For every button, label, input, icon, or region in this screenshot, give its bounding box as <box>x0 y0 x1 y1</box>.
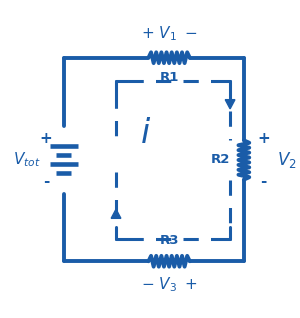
Text: R3: R3 <box>159 234 179 247</box>
Text: +: + <box>40 131 52 146</box>
Text: $+\ V_1\ -$: $+\ V_1\ -$ <box>141 25 197 44</box>
Text: -: - <box>260 174 267 189</box>
Text: $i$: $i$ <box>140 117 151 150</box>
Text: +: + <box>257 131 270 146</box>
Text: $-\ V_3\ +$: $-\ V_3\ +$ <box>141 275 197 294</box>
Text: R1: R1 <box>159 72 179 85</box>
Text: R2: R2 <box>211 154 230 167</box>
Text: $V_2$: $V_2$ <box>277 150 297 170</box>
Text: -: - <box>43 174 50 189</box>
Polygon shape <box>225 100 235 109</box>
Polygon shape <box>111 209 121 218</box>
Text: $V_{tot}$: $V_{tot}$ <box>13 151 40 169</box>
